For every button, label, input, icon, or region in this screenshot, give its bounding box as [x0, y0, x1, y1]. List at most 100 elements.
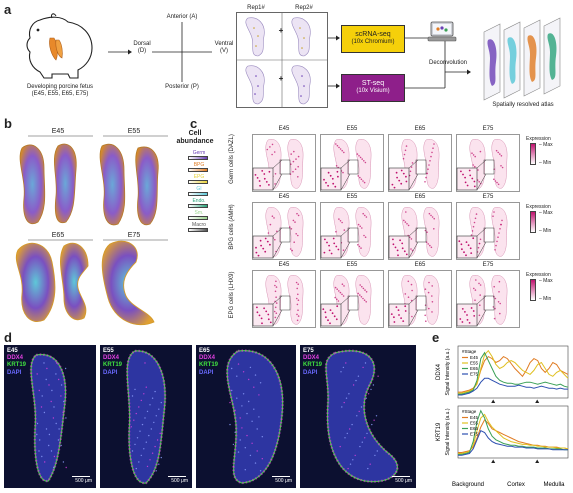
e-series-e45 [458, 355, 569, 393]
d-tissue-e65 [226, 349, 284, 485]
e-charts: DDX4 Signal Intensity (a.u.) #StageE45E55E… [436, 345, 569, 488]
b-stage-e75: E75 [127, 232, 141, 239]
d-stage-label: E45 [7, 348, 18, 354]
fetus-caption-line2: (E45, E55, E65, E75) [31, 91, 89, 97]
rep1-label: Rep1# [247, 5, 265, 11]
st-subtitle: (10x Visium) [356, 88, 390, 95]
b-legend-bar-epg [188, 180, 208, 184]
d-image-e75: E75 DDX4 KRT19 DAPI 500 μm [300, 345, 416, 488]
e-ylabel-intensity: Signal Intensity (a.u.) [445, 348, 451, 395]
d-marker-ddx4: DDX4 [7, 355, 24, 362]
arrow-right-icon [108, 49, 132, 55]
c-cell-r2-c3 [456, 270, 520, 328]
d-tissue-e75 [324, 349, 399, 483]
b-legend-label-epg: EPG [193, 174, 205, 180]
c-stage-label: E75 [482, 262, 494, 268]
d-image-e45: E45 DDX4 KRT19 DAPI 500 μm [4, 345, 96, 488]
c-expression-title: Expression [526, 272, 551, 278]
e-legend-label: E65 [470, 366, 479, 371]
d-stage-label: E75 [303, 348, 314, 354]
b-legend-bar-macro [188, 228, 208, 232]
c-max-label: – Max [539, 142, 553, 148]
e-legend-label: E55 [470, 361, 479, 366]
panel-label-c: c [190, 116, 198, 131]
c-expression-title: Expression [526, 204, 551, 210]
e-ylabel-gene: KRT19 [436, 422, 442, 441]
c-stage-label: E45 [278, 126, 290, 132]
d-marker-dapi: DAPI [7, 369, 22, 376]
c-row-label-2: EPG cells (LHX9) [229, 271, 235, 319]
b-legend-label-endo: Endo. [192, 198, 206, 204]
plus-bottom: + [278, 74, 284, 83]
d-tissue-e55 [125, 349, 167, 485]
e-region-label-background: Background [452, 482, 484, 488]
c-cell-r0-c3 [456, 134, 520, 192]
d-tissue-e45 [29, 353, 67, 483]
st-box: ST-seq (10x Visium) [341, 74, 405, 102]
e-region-marker [535, 459, 540, 463]
d-marker-krt19: KRT19 [103, 362, 123, 369]
c-stage-label: E45 [278, 194, 290, 200]
d-scale-bar: 500 μm [171, 478, 188, 484]
d-label-block: E65 DDX4 KRT19 DAPI [199, 348, 218, 377]
atlas-stack [483, 17, 561, 101]
scrna-subtitle: (10x Chromium) [351, 39, 395, 46]
c-expression-bar [530, 211, 536, 233]
d-marker-krt19: KRT19 [303, 362, 323, 369]
d-label-block: E75 DDX4 KRT19 DAPI [303, 348, 322, 377]
axis-dorsal-label: Dorsal [133, 41, 151, 47]
c-expression-title: Expression [526, 136, 551, 142]
c-cell-r2-c0 [252, 270, 316, 328]
c-min-label: – Min [539, 228, 552, 234]
scrna-title: scRNA-seq [355, 31, 391, 38]
c-cell-r1-c0 [252, 202, 316, 260]
d-marker-dapi: DAPI [199, 369, 214, 376]
c-stage-label: E45 [278, 262, 290, 268]
rep2-label: Rep2# [295, 5, 313, 11]
e-series-e75 [458, 430, 568, 456]
b-legend-label-germ: Germ [192, 150, 206, 156]
e-legend-title: #Stage [462, 409, 477, 414]
d-scale-line [392, 475, 410, 477]
e-chart-1: KRT19 Signal Intensity (a.u.) #StageE45E55… [436, 405, 569, 463]
deconvolution-label: Deconvolution [428, 60, 468, 66]
d-marker-ddx4: DDX4 [303, 355, 320, 362]
e-region-marker [491, 459, 496, 463]
c-row-label-0: Germ cells (DAZL) [229, 134, 235, 184]
c-min-label: – Min [539, 296, 552, 302]
computer-icon [427, 21, 457, 42]
deconvolution-connector [405, 37, 471, 89]
e-chart-0: DDX4 Signal Intensity (a.u.) #StageE45E55E… [436, 345, 569, 403]
st-title: ST-seq [361, 80, 385, 87]
e-series-e65 [458, 351, 569, 395]
plus-top: + [278, 26, 284, 35]
d-scale-bar: 500 μm [75, 478, 92, 484]
b-stage-e55: E55 [127, 128, 141, 135]
b-stage-e45: E45 [51, 128, 65, 135]
c-cell-r2-c2 [388, 270, 452, 328]
b-divider-lines [28, 135, 168, 241]
d-marker-dapi: DAPI [103, 369, 118, 376]
d-stage-label: E55 [103, 348, 114, 354]
e-series-e75 [458, 377, 568, 396]
c-stage-label: E65 [414, 262, 426, 268]
c-row-label-1: BPG cells (AMH) [229, 204, 235, 250]
c-cell-r0-c0 [252, 134, 316, 192]
e-legend-label: E45 [470, 415, 479, 420]
panel-label-b: b [4, 116, 12, 131]
c-cell-r0-c2 [388, 134, 452, 192]
arrow-to-scrna-icon [328, 35, 340, 41]
b-legend-bar-gi [188, 192, 208, 196]
e-legend-label: E45 [470, 355, 479, 360]
e-series-e55 [458, 413, 569, 454]
d-marker-krt19: KRT19 [199, 362, 219, 369]
axis-anterior-label: Anterior (A) [166, 14, 198, 20]
e-ylabel-intensity: Signal Intensity (a.u.) [445, 408, 451, 455]
d-scale-line [72, 475, 90, 477]
b-legend-bar-germ [188, 156, 208, 160]
b-legend-title-line2: abundance [176, 138, 214, 145]
b-legend-bar-sm [188, 216, 208, 220]
b-stage-e65: E65 [51, 232, 65, 239]
d-scale-line [168, 475, 186, 477]
axis-ventral-label: Ventral [214, 41, 234, 47]
